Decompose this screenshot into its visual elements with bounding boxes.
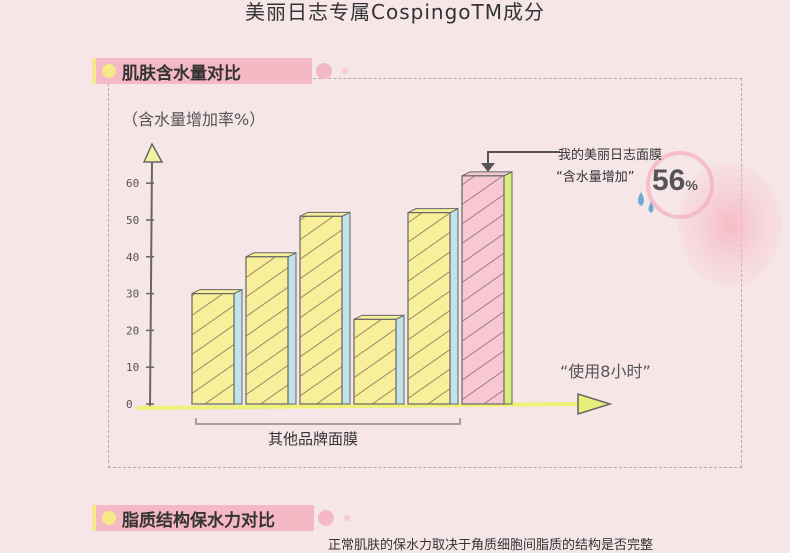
section-tab-hydration: 肌肤含水量对比 <box>92 58 348 84</box>
bar-stripes <box>192 293 234 404</box>
bar <box>407 207 459 405</box>
bar <box>245 251 297 405</box>
section-tab-label: 脂质结构保水力对比 <box>122 510 275 531</box>
tab-dot-icon <box>102 64 116 78</box>
annotation-percent-unit: % <box>685 177 698 193</box>
bar-stripes <box>462 175 504 404</box>
tab-small-dot-icon <box>344 515 350 521</box>
bar-stripes <box>354 319 396 404</box>
group-label-other-brands: 其他品牌面膜 <box>268 430 359 448</box>
y-axis-line <box>149 159 153 409</box>
y-tick-label: 0 <box>126 398 133 411</box>
y-tick-label: 10 <box>126 361 139 374</box>
bar-top <box>299 211 351 217</box>
water-drop-icon <box>638 192 644 206</box>
section-tab-lipid: 脂质结构保水力对比 <box>92 505 350 531</box>
y-axis-label: （含水量增加率%） <box>122 110 266 129</box>
bar-side <box>341 211 351 405</box>
bar-side <box>395 314 405 405</box>
bar-top <box>353 314 405 320</box>
tab-small-dot-icon <box>342 68 348 74</box>
section-tab-label: 肌肤含水量对比 <box>122 63 241 84</box>
bar-highlight <box>461 171 513 405</box>
tab-bar-decoration <box>92 505 96 531</box>
annotation-arrow-line <box>487 151 560 165</box>
bar-stripes <box>300 216 342 404</box>
bar-side <box>503 171 513 405</box>
tab-circle-icon <box>316 63 332 79</box>
annotation-percent: 56% <box>652 164 698 198</box>
page-title: 美丽日志专属CospingoTM成分 <box>245 0 545 24</box>
bar <box>353 314 405 405</box>
y-tick-label: 50 <box>126 214 139 227</box>
tab-dot-icon <box>102 511 116 525</box>
annotation-percent-value: 56 <box>652 164 686 197</box>
bar <box>299 211 351 405</box>
petal-decoration <box>678 163 782 287</box>
bar-side <box>287 251 297 405</box>
x-axis-line <box>135 402 586 410</box>
bar-top <box>407 208 459 214</box>
tab-circle-icon <box>318 510 334 526</box>
annotation-metric: “含水量增加” <box>556 170 635 185</box>
bar <box>191 288 243 405</box>
y-tick-label: 20 <box>126 324 139 337</box>
y-axis-arrow <box>142 142 164 163</box>
bar-side <box>449 207 459 405</box>
tab-bar-decoration <box>92 58 96 84</box>
x-axis-label: “使用8小时” <box>560 362 651 381</box>
y-tick-label: 40 <box>126 251 139 264</box>
percent-ring-decoration <box>646 151 714 219</box>
bar-stripes <box>246 256 288 404</box>
bar-top <box>191 289 243 295</box>
y-tick-label: 30 <box>126 288 139 301</box>
water-drop-icon-2 <box>648 202 654 213</box>
annotation-product-name: 我的美丽日志面膜 <box>558 148 663 163</box>
y-tick-label: 60 <box>126 177 139 190</box>
bar-top <box>245 252 297 258</box>
group-bracket <box>195 418 461 425</box>
bar-stripes <box>408 212 450 404</box>
section2-body-text: 正常肌肤的保水力取决于角质细胞间脂质的结构是否完整 <box>328 538 654 553</box>
annotation-arrow-head <box>481 163 495 172</box>
bar-side <box>233 288 243 405</box>
x-axis-arrow <box>577 392 613 416</box>
